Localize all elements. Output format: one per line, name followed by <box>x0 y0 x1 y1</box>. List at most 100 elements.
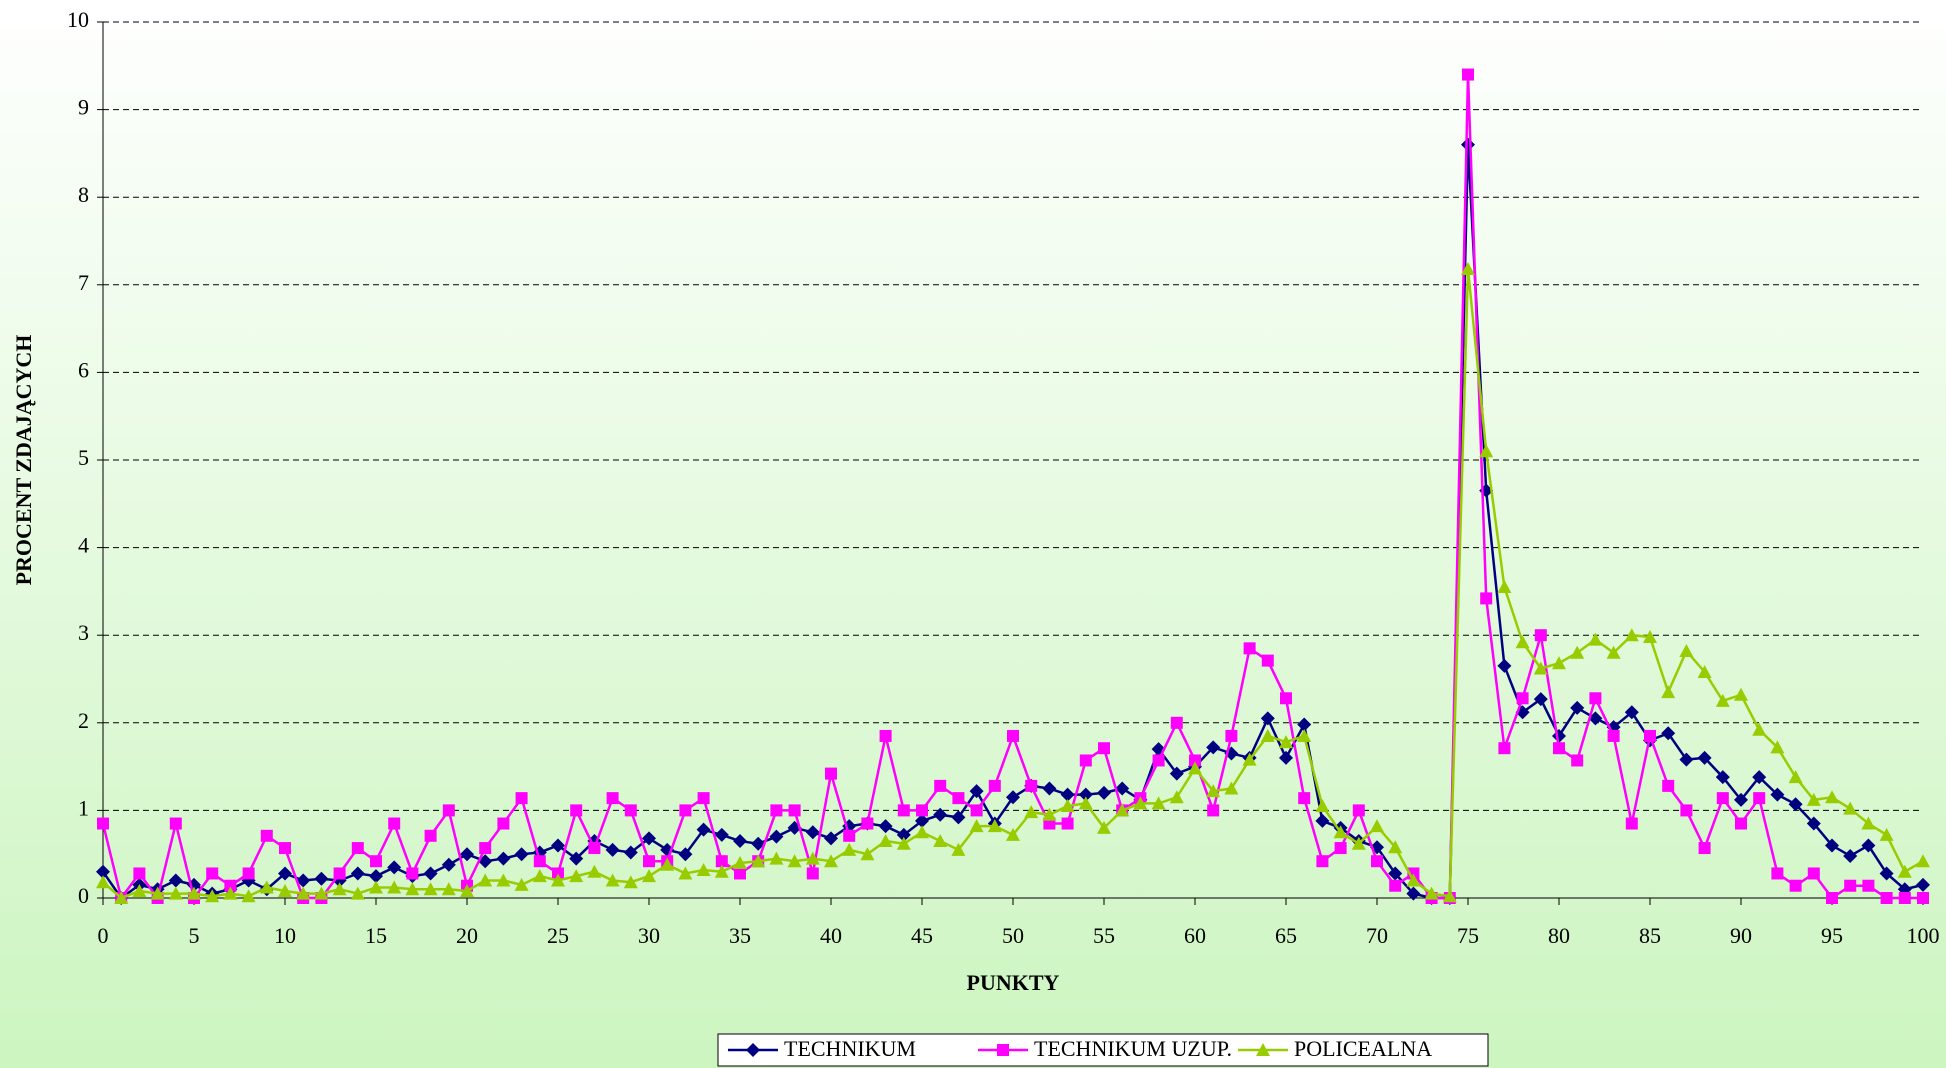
marker <box>406 867 419 880</box>
marker <box>551 873 565 887</box>
marker <box>369 880 383 894</box>
marker <box>569 869 584 883</box>
marker <box>1098 742 1110 755</box>
marker <box>1606 645 1621 659</box>
marker <box>1371 855 1383 868</box>
marker <box>769 829 784 844</box>
marker <box>678 866 693 880</box>
marker <box>746 1043 760 1057</box>
marker <box>969 784 984 799</box>
marker <box>1189 754 1201 767</box>
marker <box>405 882 420 896</box>
marker <box>1279 750 1293 765</box>
marker <box>1442 889 1457 903</box>
marker <box>606 792 619 805</box>
marker <box>1060 787 1075 802</box>
x-tick-label: 0 <box>98 923 109 948</box>
marker <box>751 854 766 868</box>
marker <box>1698 842 1711 855</box>
marker <box>1280 692 1292 705</box>
marker <box>861 817 874 830</box>
marker <box>552 867 564 880</box>
marker <box>479 842 492 855</box>
marker <box>1697 750 1712 765</box>
marker <box>496 873 511 887</box>
marker <box>1753 792 1766 805</box>
marker <box>1498 742 1511 755</box>
marker <box>333 867 346 880</box>
marker <box>1388 866 1403 881</box>
marker <box>1825 790 1839 804</box>
marker <box>1588 711 1603 726</box>
marker <box>1734 792 1748 807</box>
marker <box>1297 717 1312 732</box>
legend-box <box>717 1033 1489 1067</box>
y-tick-label: 9 <box>78 95 89 120</box>
marker <box>1807 867 1820 880</box>
marker <box>515 792 528 805</box>
marker <box>696 862 711 876</box>
marker <box>441 882 456 896</box>
marker <box>1916 854 1930 868</box>
marker <box>1316 855 1329 868</box>
marker <box>1297 728 1312 742</box>
y-tick-label: 8 <box>78 182 89 207</box>
marker <box>733 855 747 869</box>
marker <box>350 886 365 900</box>
marker <box>1861 816 1876 830</box>
marker <box>260 829 273 842</box>
marker <box>1224 781 1239 795</box>
marker <box>387 880 402 894</box>
x-tick-label: 60 <box>1184 923 1206 948</box>
marker <box>96 875 110 889</box>
marker <box>1406 886 1421 901</box>
marker <box>460 883 474 897</box>
marker <box>1825 838 1839 853</box>
marker <box>1844 879 1857 892</box>
marker <box>97 817 109 830</box>
x-tick-label: 80 <box>1548 923 1570 948</box>
marker <box>1788 797 1803 812</box>
y-tick-label: 6 <box>78 357 89 382</box>
marker <box>805 851 820 865</box>
marker <box>915 825 929 839</box>
x-tick-label: 95 <box>1821 923 1843 948</box>
marker <box>1879 827 1894 841</box>
marker <box>1152 754 1165 767</box>
marker <box>642 831 656 846</box>
marker <box>1661 685 1676 699</box>
marker <box>878 819 893 834</box>
marker <box>332 882 347 896</box>
marker <box>168 873 183 888</box>
marker <box>642 869 656 883</box>
marker <box>514 877 529 891</box>
x-tick-label: 100 <box>1907 923 1940 948</box>
marker <box>933 834 948 848</box>
x-tick-label: 35 <box>729 923 751 948</box>
marker <box>987 819 1002 833</box>
marker <box>1206 784 1221 798</box>
marker <box>1480 592 1493 605</box>
marker <box>1025 779 1038 792</box>
marker <box>1571 754 1584 767</box>
x-tick-label: 50 <box>1002 923 1024 948</box>
marker <box>1862 879 1875 892</box>
marker <box>879 729 892 742</box>
marker <box>1916 877 1930 892</box>
marker <box>878 834 893 848</box>
marker <box>423 866 438 881</box>
marker <box>241 889 256 903</box>
marker <box>896 827 911 842</box>
marker <box>350 866 365 881</box>
x-tick-label: 70 <box>1366 923 1388 948</box>
marker <box>569 851 584 866</box>
marker <box>369 869 383 884</box>
marker <box>169 817 182 830</box>
marker <box>168 886 183 900</box>
marker <box>1533 661 1548 675</box>
marker <box>132 883 147 897</box>
marker <box>952 792 965 805</box>
marker <box>1406 873 1421 887</box>
